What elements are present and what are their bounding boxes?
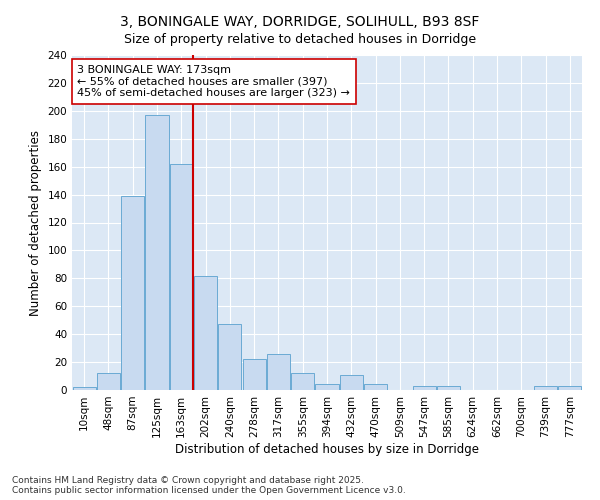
Bar: [316, 384, 338, 390]
Bar: [413, 386, 436, 390]
Bar: [242, 360, 266, 390]
Bar: [267, 354, 290, 390]
Text: Contains HM Land Registry data © Crown copyright and database right 2025.
Contai: Contains HM Land Registry data © Crown c…: [12, 476, 406, 495]
Text: Size of property relative to detached houses in Dorridge: Size of property relative to detached ho…: [124, 32, 476, 46]
Bar: [340, 374, 363, 390]
Bar: [559, 386, 581, 390]
Bar: [97, 373, 120, 390]
Y-axis label: Number of detached properties: Number of detached properties: [29, 130, 42, 316]
Bar: [121, 196, 144, 390]
Text: 3, BONINGALE WAY, DORRIDGE, SOLIHULL, B93 8SF: 3, BONINGALE WAY, DORRIDGE, SOLIHULL, B9…: [121, 15, 479, 29]
Text: 3 BONINGALE WAY: 173sqm
← 55% of detached houses are smaller (397)
45% of semi-d: 3 BONINGALE WAY: 173sqm ← 55% of detache…: [77, 65, 350, 98]
Bar: [534, 386, 557, 390]
Bar: [437, 386, 460, 390]
Bar: [73, 387, 95, 390]
Bar: [145, 115, 169, 390]
Bar: [218, 324, 241, 390]
X-axis label: Distribution of detached houses by size in Dorridge: Distribution of detached houses by size …: [175, 442, 479, 456]
Bar: [194, 276, 217, 390]
Bar: [170, 164, 193, 390]
Bar: [364, 384, 387, 390]
Bar: [291, 373, 314, 390]
